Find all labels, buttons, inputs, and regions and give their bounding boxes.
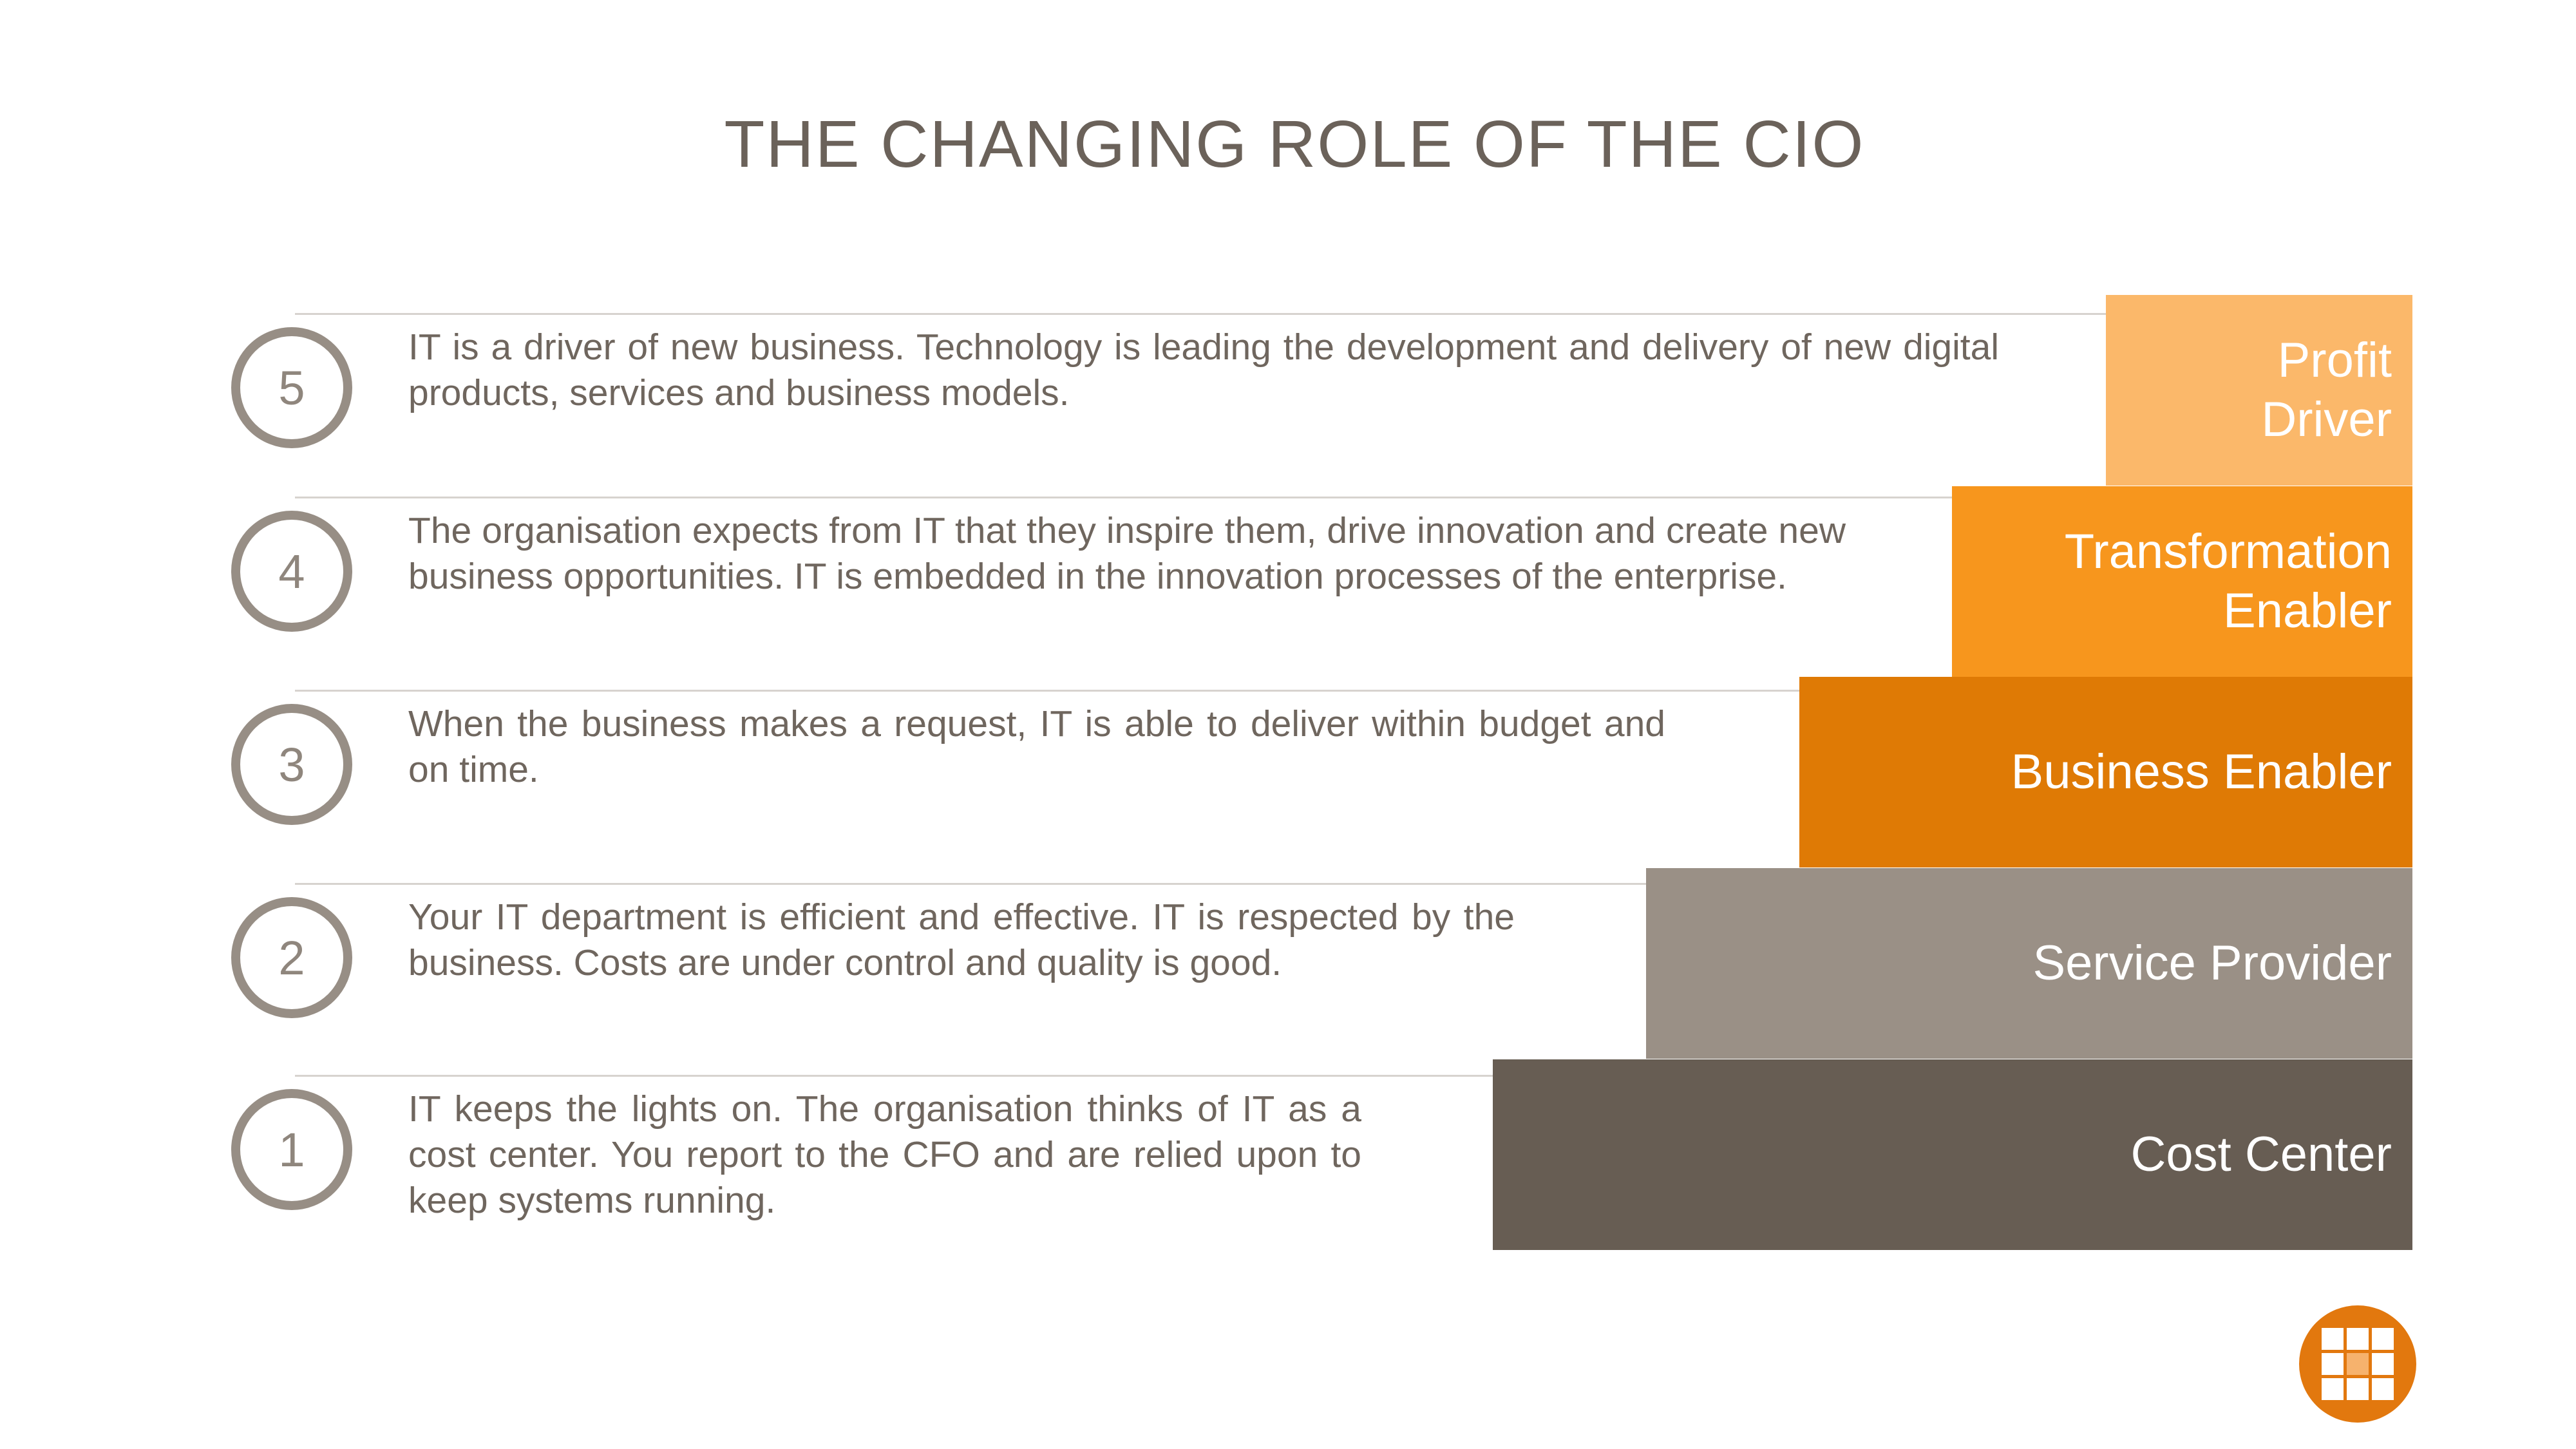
level-number: 4 [278, 544, 305, 598]
grid-logo-icon [2299, 1305, 2416, 1423]
page-title: THE CHANGING ROLE OF THE CIO [724, 107, 1865, 181]
stage-step-service-provider: Service Provider [1646, 868, 2412, 1059]
level-row-2: 2 Your IT department is efficient and ef… [0, 883, 2576, 1074]
level-row-3: 3 When the business makes a request, IT … [0, 690, 2576, 880]
grid-logo-svg [2322, 1328, 2394, 1400]
stage-label: Cost Center [2130, 1127, 2392, 1182]
row-divider [295, 883, 1646, 885]
stage-step-transformation-enabler: Transformation Enabler [1952, 486, 2412, 677]
level-description: The organisation expects from IT that th… [408, 510, 1846, 597]
level-number-badge: 3 [231, 704, 352, 825]
level-description: IT is a driver of new business. Technolo… [408, 327, 1999, 413]
level-description: Your IT department is efficient and effe… [408, 896, 1515, 983]
stage-label: Transformation Enabler [2064, 524, 2392, 638]
row-divider [295, 497, 1953, 498]
level-row-5: 5 IT is a driver of new business. Techno… [0, 313, 2576, 504]
level-row-1: 1 IT keeps the lights on. The organisati… [0, 1075, 2576, 1265]
level-number: 5 [278, 361, 305, 415]
level-row-4: 4 The organisation expects from IT that … [0, 497, 2576, 687]
stage-step-business-enabler: Business Enabler [1799, 677, 2412, 867]
stage-label: Business Enabler [2011, 744, 2392, 799]
stage-label: Service Provider [2032, 936, 2392, 990]
level-number: 1 [278, 1122, 305, 1177]
level-number: 2 [278, 931, 305, 985]
level-number: 3 [278, 737, 305, 791]
level-number-badge: 1 [231, 1089, 352, 1210]
stage-label: Profit Driver [2261, 333, 2392, 447]
level-number-badge: 2 [231, 897, 352, 1018]
level-number-badge: 4 [231, 511, 352, 632]
level-description: IT keeps the lights on. The organisation… [408, 1088, 1361, 1221]
level-description: When the business makes a request, IT is… [408, 703, 1665, 790]
row-divider [295, 313, 2132, 315]
row-divider [295, 1075, 1493, 1077]
level-number-badge: 5 [231, 327, 352, 448]
stage-step-cost-center: Cost Center [1493, 1059, 2412, 1250]
row-divider [295, 690, 1799, 692]
stage-step-profit-driver: Profit Driver [2106, 295, 2412, 486]
